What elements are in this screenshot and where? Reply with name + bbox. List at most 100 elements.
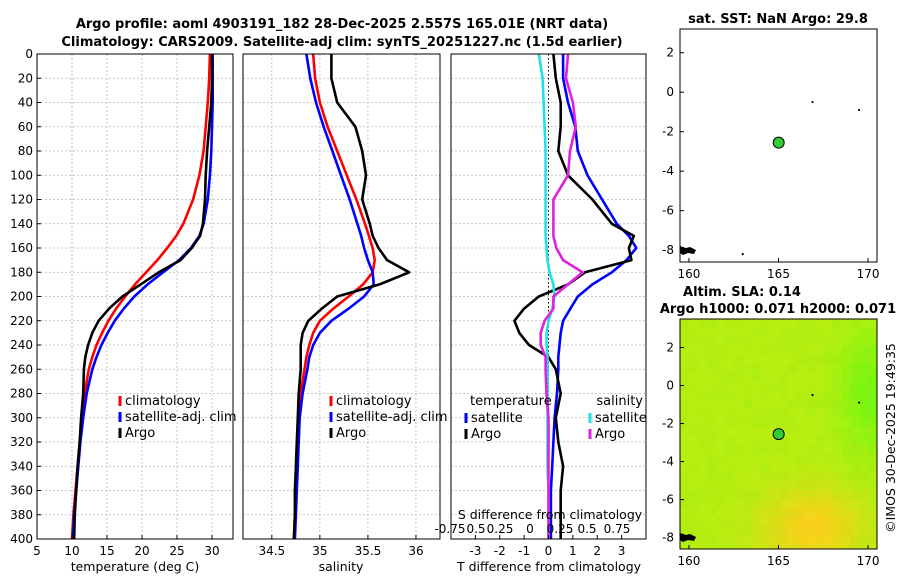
sla-map-sla-cell bbox=[815, 454, 824, 463]
sla-map-sla-cell bbox=[788, 373, 797, 382]
sla-map-sla-cell bbox=[734, 373, 743, 382]
salinity-argo-line bbox=[292, 54, 411, 540]
sla-map-sla-cell bbox=[860, 445, 869, 454]
sla-map-sla-cell bbox=[860, 481, 869, 490]
sla-map-sla-cell bbox=[797, 400, 806, 409]
sla-map-sla-cell bbox=[860, 517, 869, 526]
sla-map-sla-cell bbox=[761, 517, 770, 526]
sla-map-sla-cell bbox=[734, 508, 743, 517]
sla-map-sla-cell bbox=[806, 337, 815, 346]
sla-map-sla-cell bbox=[797, 364, 806, 373]
sla-map-sla-cell bbox=[788, 346, 797, 355]
sla-map-sla-cell bbox=[842, 472, 851, 481]
sla-map-sla-cell bbox=[680, 364, 689, 373]
sla-map-sla-cell bbox=[761, 364, 770, 373]
sla-map-sla-cell bbox=[680, 445, 689, 454]
sla-map-sla-cell bbox=[851, 328, 860, 337]
sla-map-sla-cell bbox=[842, 400, 851, 409]
sst-map-title: sat. SST: NaN Argo: 29.8 bbox=[688, 12, 868, 27]
sla-map-sla-cell bbox=[851, 409, 860, 418]
sla-map-sla-cell bbox=[851, 400, 860, 409]
sla-map-sla-cell bbox=[779, 346, 788, 355]
sla-map-sla-cell bbox=[842, 319, 851, 328]
sla-map-sla-cell bbox=[824, 544, 833, 549]
sla-map-island bbox=[857, 401, 861, 404]
sla-map-sla-cell bbox=[797, 535, 806, 544]
sla-map-island bbox=[811, 393, 814, 397]
sla-map-coast bbox=[680, 533, 696, 542]
depth-tick-label: 240 bbox=[10, 338, 33, 352]
sla-map-sla-cell bbox=[860, 409, 869, 418]
sla-map-sla-cell bbox=[833, 382, 842, 391]
sla-map-sla-cell bbox=[842, 508, 851, 517]
sla-map-sla-cell bbox=[869, 535, 877, 544]
sla-map-sla-cell bbox=[770, 319, 779, 328]
sla-map-sla-cell bbox=[770, 472, 779, 481]
sla-map-sla-cell bbox=[824, 346, 833, 355]
difference-panel: -3 -2 -1 0 1 2 3 S difference from climatology-… bbox=[434, 53, 647, 558]
sla-map-sla-cell bbox=[743, 472, 752, 481]
sla-map-sla-cell bbox=[761, 481, 770, 490]
sla-map-sla-cell bbox=[752, 490, 761, 499]
sla-map-sla-cell bbox=[869, 490, 877, 499]
sla-map-sla-cell bbox=[833, 508, 842, 517]
sla-map-sla-cell bbox=[743, 535, 752, 544]
sla-map-sla-cell bbox=[734, 409, 743, 418]
sla-map-sla-cell bbox=[743, 364, 752, 373]
sst-map-island bbox=[811, 100, 814, 104]
sla-map-sla-cell bbox=[833, 490, 842, 499]
sla-map-sla-cell bbox=[833, 364, 842, 373]
sla-map-sla-cell bbox=[752, 544, 761, 549]
sla-map-sla-cell bbox=[770, 409, 779, 418]
sla-map-sla-cell bbox=[743, 328, 752, 337]
depth-tick-label: 320 bbox=[10, 435, 33, 449]
sla-map-sla-cell bbox=[797, 319, 806, 328]
difference-x-tick-label: -3 bbox=[469, 544, 481, 558]
sla-map-sla-cell bbox=[761, 544, 770, 549]
sla-map-sla-cell bbox=[734, 400, 743, 409]
sla-map-sla-cell bbox=[779, 544, 788, 549]
sla-map-sla-cell bbox=[824, 436, 833, 445]
sla-map-sla-cell bbox=[815, 472, 824, 481]
sla-map-sla-cell bbox=[860, 472, 869, 481]
sla-map-sla-cell bbox=[869, 337, 877, 346]
salinity-legend-header: salinity bbox=[596, 394, 643, 409]
sla-map-sla-cell bbox=[707, 355, 716, 364]
sla-map-sla-cell bbox=[860, 436, 869, 445]
sla-map-sla-cell bbox=[869, 355, 877, 364]
sla-map-sla-cell bbox=[851, 499, 860, 508]
sla-map-sla-cell bbox=[725, 400, 734, 409]
sla-map-sla-cell bbox=[761, 373, 770, 382]
sla-map-sla-cell bbox=[824, 337, 833, 346]
sla-map-sla-cell bbox=[698, 400, 707, 409]
s-difference-tick-label: -0.75 bbox=[434, 522, 465, 536]
sla-map-sla-cell bbox=[860, 319, 869, 328]
sla-map-sla-cell bbox=[698, 418, 707, 427]
sla-map-sla-cell bbox=[680, 337, 689, 346]
sst-map-y-tick-label: -2 bbox=[662, 125, 674, 139]
sla-map-sla-cell bbox=[743, 382, 752, 391]
sla-map-sla-cell bbox=[815, 427, 824, 436]
sla-map-sla-cell bbox=[707, 418, 716, 427]
sla-map-sla-cell bbox=[752, 319, 761, 328]
sla-map-sla-cell bbox=[869, 436, 877, 445]
sla-map-sla-cell bbox=[833, 373, 842, 382]
sla-map-sla-cell bbox=[797, 427, 806, 436]
sla-map-sla-cell bbox=[860, 355, 869, 364]
sla-map-sla-cell bbox=[860, 499, 869, 508]
sla-map-sla-cell bbox=[716, 472, 725, 481]
sla-map-sla-cell bbox=[707, 472, 716, 481]
sla-map-sla-cell bbox=[797, 472, 806, 481]
sla-map-sla-cell bbox=[788, 463, 797, 472]
temperature-legend-header: temperature bbox=[470, 394, 552, 409]
sla-map-sla-cell bbox=[725, 535, 734, 544]
sla-map-float-marker bbox=[772, 428, 785, 441]
sla-map-sla-cell bbox=[680, 418, 689, 427]
sla-map-sla-cell bbox=[869, 382, 877, 391]
sla-map-sla-cell bbox=[842, 391, 851, 400]
sla-map-sla-cell bbox=[869, 418, 877, 427]
sla-map-sla-cell bbox=[824, 535, 833, 544]
sla-map-sla-cell bbox=[725, 364, 734, 373]
sla-map-sla-cell bbox=[707, 445, 716, 454]
